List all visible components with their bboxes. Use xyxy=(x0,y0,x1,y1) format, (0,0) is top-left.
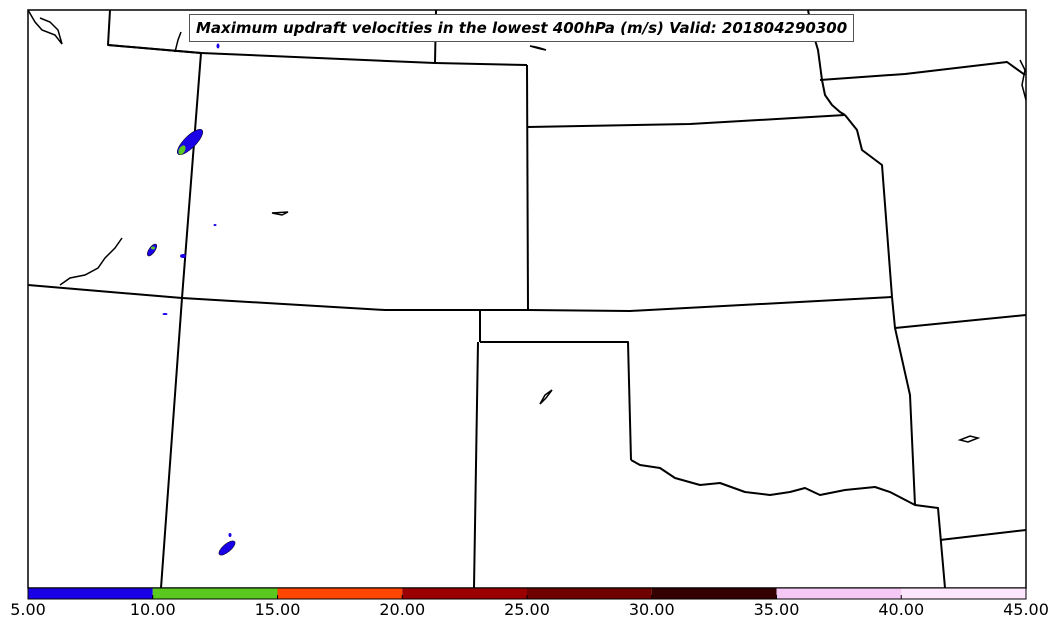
boundary-ut-co xyxy=(27,284,528,311)
state-boundaries xyxy=(27,9,1027,589)
boundary-ks-mo xyxy=(891,296,916,506)
boundary-mt-wy xyxy=(200,52,528,66)
updraft-cell-8b xyxy=(228,533,232,537)
colorbar-tick-label: 45.00 xyxy=(1003,600,1049,619)
lakes xyxy=(27,9,1027,443)
lake-1 xyxy=(529,45,547,51)
boundary-sd-ne xyxy=(527,114,846,128)
colorbar xyxy=(27,587,1027,600)
boundary-mo-ar xyxy=(894,314,1027,329)
lake-small-nw xyxy=(174,31,182,53)
updraft-cell-6 xyxy=(213,224,217,226)
map-title: Maximum updraft velocities in the lowest… xyxy=(189,14,855,42)
colorbar-segment xyxy=(152,588,278,599)
colorbar-segment xyxy=(277,588,403,599)
colorbar-tick-label: 30.00 xyxy=(628,600,675,619)
colorbar-segment xyxy=(651,588,777,599)
boundary-ar-la xyxy=(939,529,1027,541)
lake-4 xyxy=(957,435,981,443)
boundary-wy-north xyxy=(107,44,202,54)
colorbar-tick-label: 5.00 xyxy=(10,600,46,619)
boundary-ia-mn xyxy=(819,61,1026,81)
boundary-ok-tx xyxy=(630,459,946,589)
lake-3 xyxy=(539,389,553,405)
colorbar-segment xyxy=(776,588,902,599)
updraft-cell-3 xyxy=(180,254,186,258)
coast-nw xyxy=(27,9,63,45)
boundary-co-ks xyxy=(527,296,893,312)
colorbar-tick-label: 10.00 xyxy=(129,600,176,619)
colorbar-segment xyxy=(527,588,652,599)
colorbar-tick-label: 40.00 xyxy=(878,600,925,619)
updraft-contours xyxy=(147,32,236,556)
coast-ne xyxy=(1019,59,1027,101)
updraft-cell-8 xyxy=(218,540,236,556)
boundary-wy-ne xyxy=(526,64,529,311)
colorbar-tick-label: 15.00 xyxy=(254,600,301,619)
updraft-cell-7 xyxy=(162,313,168,315)
boundary-az-nm xyxy=(473,341,479,589)
boundary-ne-ia xyxy=(844,114,893,298)
updraft-cell-1-core xyxy=(178,145,186,155)
colorbar-tick-label: 25.00 xyxy=(504,600,550,619)
updraft-cell-5 xyxy=(216,43,220,49)
colorbar-segment xyxy=(901,588,1026,599)
lake-gsl xyxy=(59,237,123,286)
updraft-cell-2-core xyxy=(151,246,155,250)
colorbar-tick-label: 20.00 xyxy=(379,600,426,619)
colorbar-tick-label: 35.00 xyxy=(753,600,800,619)
lake-2 xyxy=(271,211,289,216)
boundary-nm-tx xyxy=(480,341,632,461)
updraft-cell-1 xyxy=(177,129,203,155)
colorbar-segment xyxy=(28,588,153,599)
colorbar-segment xyxy=(402,588,527,599)
updraft-cell-2 xyxy=(147,243,157,257)
